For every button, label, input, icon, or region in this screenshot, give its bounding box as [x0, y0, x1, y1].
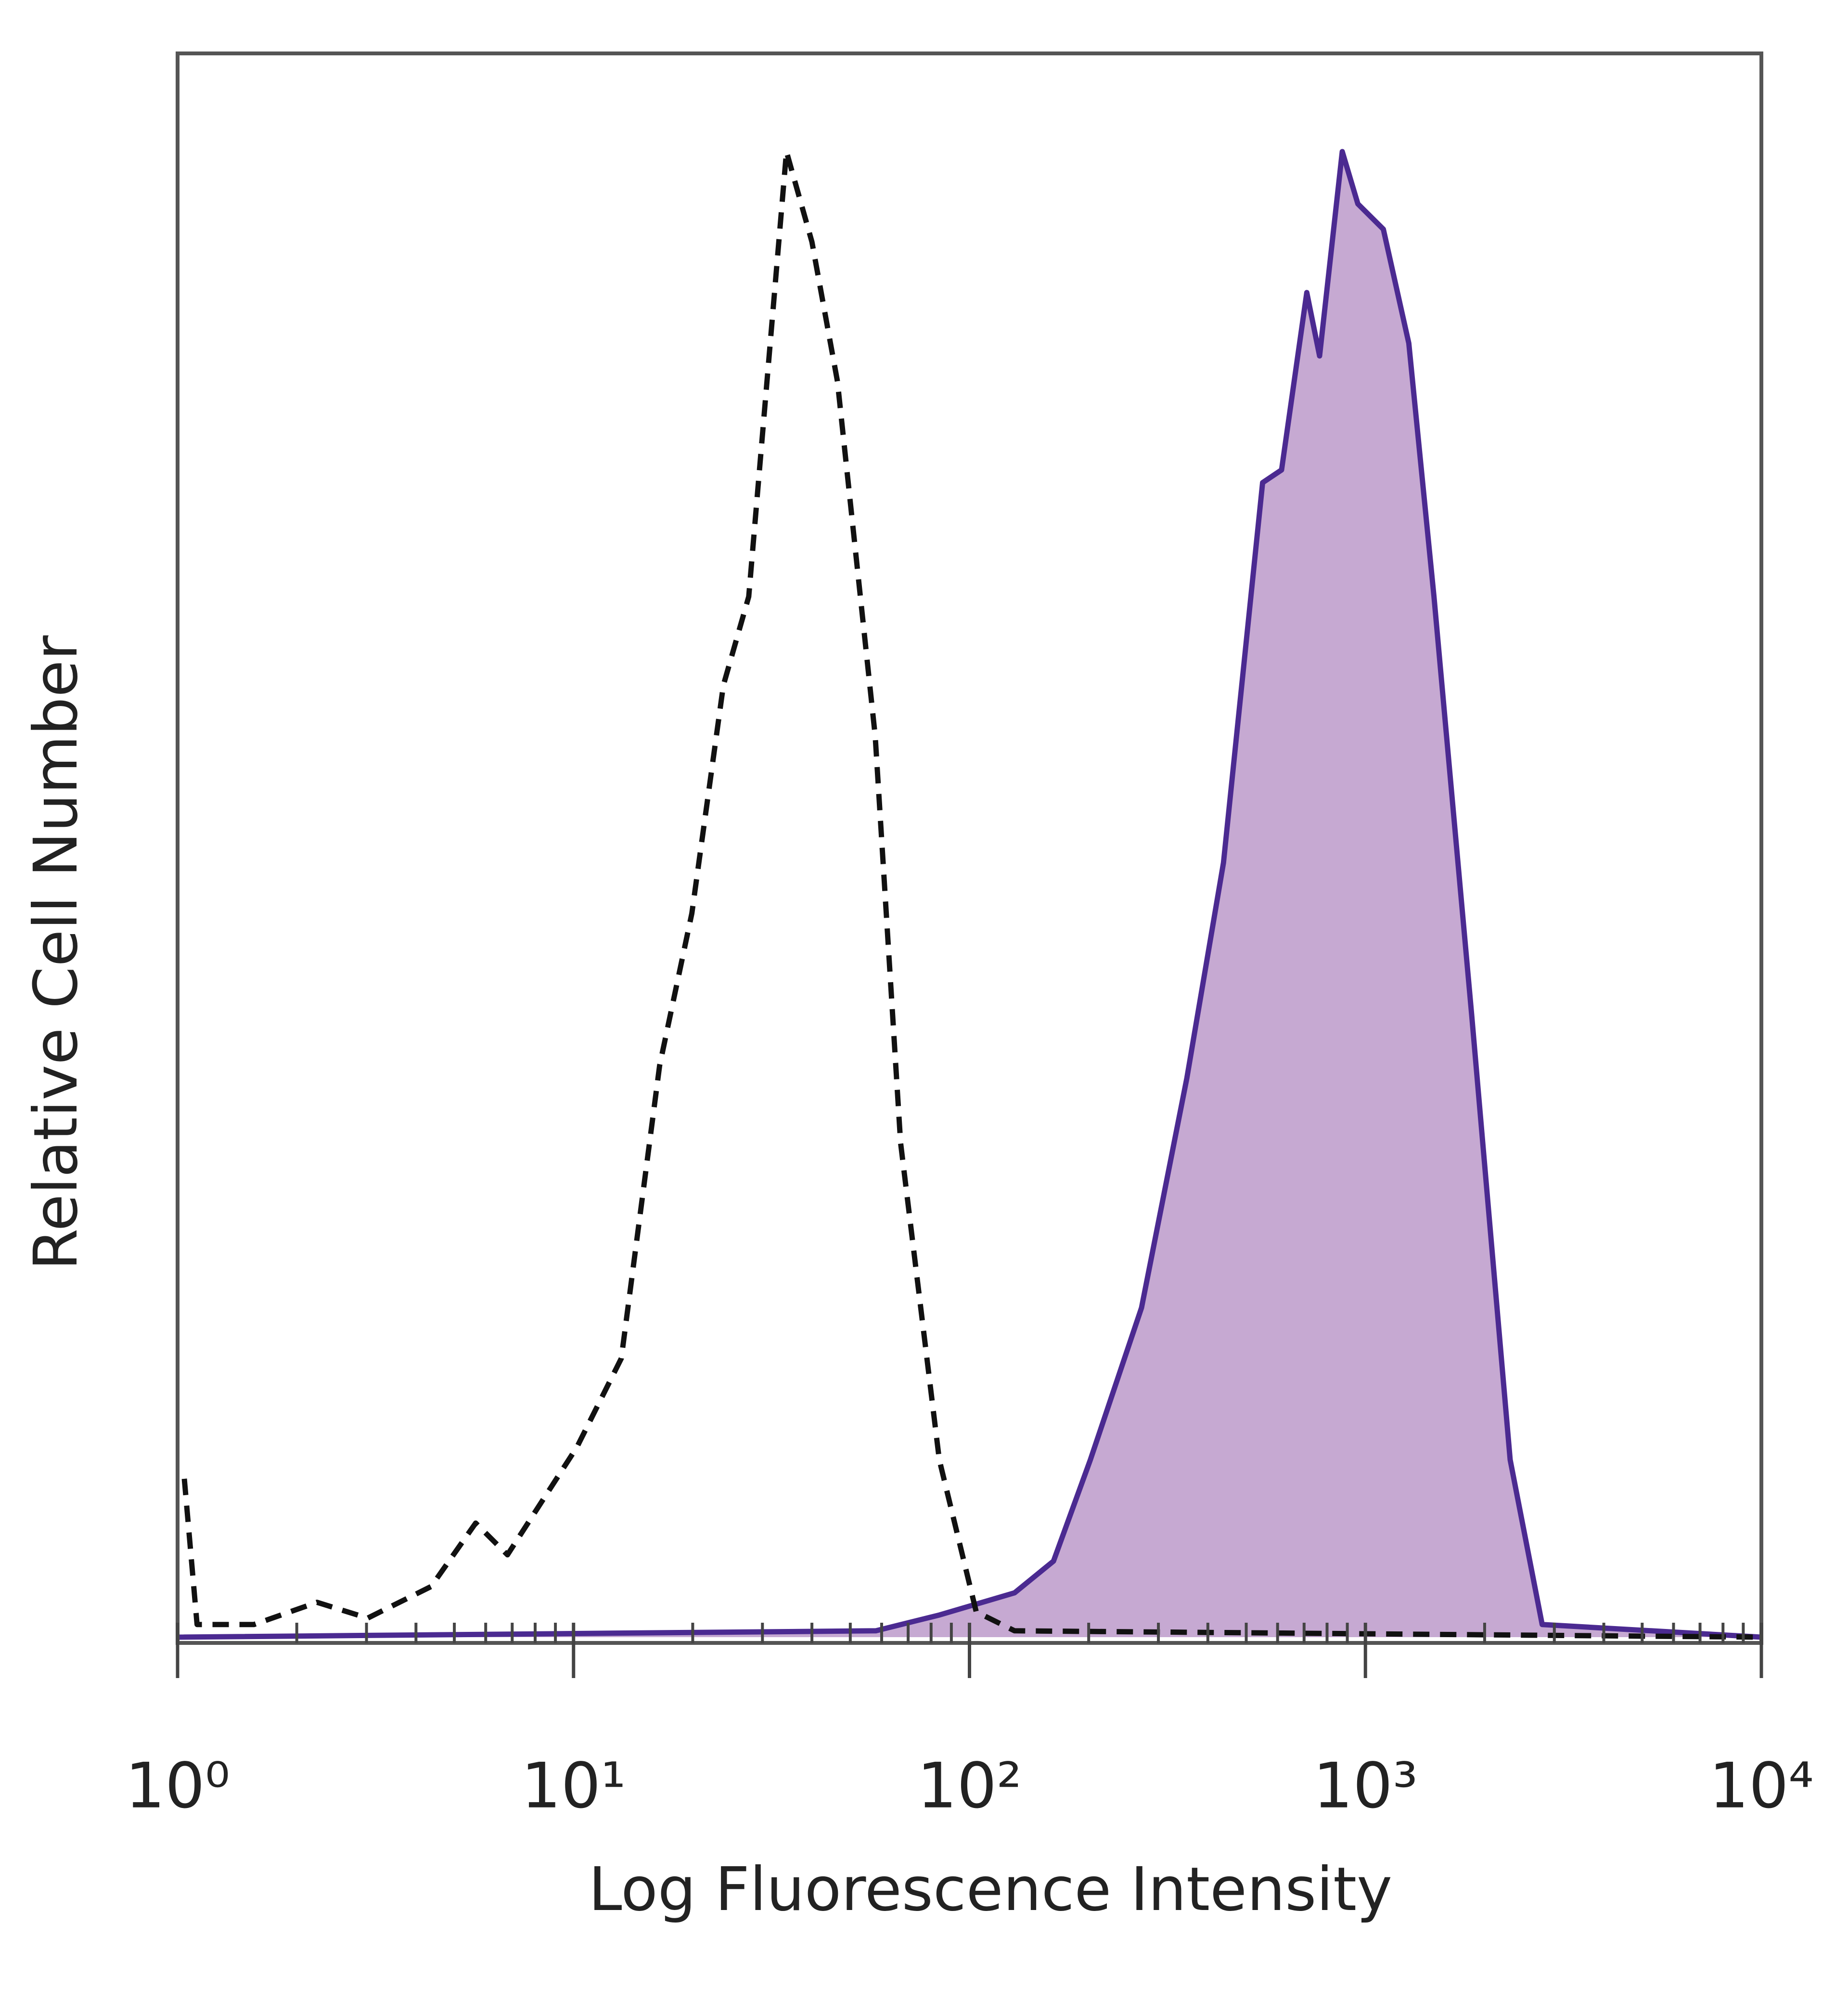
- x-tick-label: 10⁰: [125, 1749, 230, 1822]
- x-axis-label: Log Fluorescence Intensity: [589, 1855, 1392, 1924]
- x-tick-label: 10²: [917, 1749, 1022, 1822]
- y-axis-label: Relative Cell Number: [21, 635, 91, 1270]
- histogram-area: [178, 152, 1761, 1637]
- x-tick-label: 10³: [1313, 1749, 1418, 1822]
- x-tick-label: 10¹: [521, 1749, 626, 1822]
- histogram-line: [177, 149, 1762, 1640]
- histogram-line: [181, 149, 1762, 1640]
- x-tick-label: 10⁴: [1709, 1749, 1814, 1822]
